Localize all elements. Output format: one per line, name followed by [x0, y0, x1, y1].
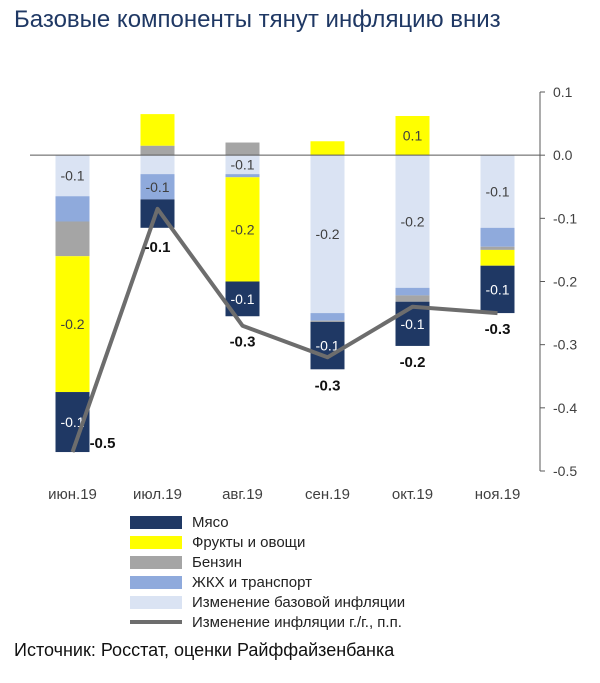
line-value-label: -0.3: [485, 321, 511, 338]
x-tick-label: авг.19: [222, 486, 263, 503]
bar-segment: [225, 142, 260, 156]
line-value-label: -0.5: [90, 435, 116, 452]
bar-value-label: -0.1: [485, 281, 509, 297]
legend-line-swatch: [130, 620, 182, 624]
legend-item: ЖКХ и транспорт: [130, 572, 405, 592]
bar-segment: [140, 145, 175, 156]
legend-label: Изменение базовой инфляции: [192, 593, 406, 611]
inflation-line: [70, 206, 498, 453]
bar-segment: [225, 174, 260, 178]
bar-value-label: -0.1: [485, 183, 509, 199]
bar-segment: [310, 313, 345, 321]
legend-item: Фрукты и овощи: [130, 532, 405, 552]
bar-segment: [395, 287, 430, 296]
y-tick-label: -0.4: [553, 400, 577, 416]
bar-segment: [225, 155, 260, 175]
bar-segment: [140, 155, 175, 175]
bar-segment: [395, 116, 430, 156]
bar-value-label: 0.1: [403, 128, 423, 144]
legend-item: Мясо: [130, 512, 405, 532]
legend-swatch: [130, 555, 182, 569]
bar-segment: [480, 265, 515, 314]
bar-segment: [310, 141, 345, 156]
bar-value-label: -0.2: [60, 316, 84, 332]
line-value-label: -0.3: [315, 377, 341, 394]
bar-segment: [310, 321, 345, 370]
line-value-label: -0.3: [230, 334, 256, 351]
legend-label: ЖКХ и транспорт: [192, 573, 312, 591]
bar-value-label: -0.1: [145, 179, 169, 195]
bar-segment: [55, 196, 90, 222]
bar-value-label: -0.1: [400, 316, 424, 332]
y-tick-label: 0.0: [553, 147, 573, 163]
bar-value-label: -0.2: [400, 213, 424, 229]
chart-title: Базовые компоненты тянут инфляцию вниз: [14, 6, 501, 33]
bar-segment: [480, 227, 515, 247]
bar-segment: [395, 155, 430, 288]
bar-segment: [140, 114, 175, 146]
chart-plot: -0.1-0.1-0.2-0.2-0.1-0.1-0.2-0.20.1-0.1-…: [30, 84, 577, 503]
bar-segment: [55, 221, 90, 257]
legend-swatch: [130, 535, 182, 549]
bar-segment: [480, 249, 515, 266]
chart-legend: Мясо Фрукты и овощи Бензин ЖКХ и транспорт И…: [130, 512, 405, 632]
x-tick-label: окт.19: [392, 486, 433, 503]
bar-segment: [55, 155, 90, 197]
bar-value-label: -0.1: [60, 168, 84, 184]
legend-item: Бензин: [130, 552, 405, 572]
bar-value-label: -0.1: [230, 291, 254, 307]
x-tick-label: ноя.19: [475, 486, 521, 503]
bar-value-label: -0.1: [230, 157, 254, 173]
bar-segment: [55, 256, 90, 393]
y-tick-label: -0.3: [553, 337, 577, 353]
x-tick-label: июн.19: [48, 486, 97, 503]
bar-segment: [310, 155, 345, 314]
y-tick-label: -0.2: [553, 274, 577, 290]
source-note: Источник: Росстат, оценки Райффайзенбанк…: [14, 640, 395, 660]
legend-label: Мясо: [192, 513, 229, 531]
line-value-label: -0.2: [400, 354, 426, 371]
y-tick-label: -0.5: [553, 463, 577, 479]
legend-label: Бензин: [192, 553, 243, 571]
legend-label: Фрукты и овощи: [192, 533, 306, 551]
legend-item: Изменение инфляции г./г., п.п.: [130, 612, 405, 632]
bar-value-label: -0.1: [60, 414, 84, 430]
bar-segment: [480, 246, 515, 250]
legend-label: Изменение инфляции г./г., п.п.: [192, 613, 402, 631]
bar-segment: [310, 320, 345, 322]
bar-value-label: -0.1: [315, 338, 339, 354]
bar-segment: [140, 174, 175, 200]
legend-swatch: [130, 595, 182, 609]
legend-item: Изменение базовой инфляции: [130, 592, 405, 612]
bar-segment: [225, 177, 260, 282]
y-tick-label: 0.1: [553, 84, 573, 100]
x-tick-label: сен.19: [305, 486, 350, 503]
y-tick-label: -0.1: [553, 210, 577, 226]
bar-segment: [480, 155, 515, 228]
x-tick-label: июл.19: [133, 486, 182, 503]
bar-value-label: -0.2: [315, 226, 339, 242]
bar-segment: [395, 295, 430, 302]
legend-swatch: [130, 515, 182, 529]
bar-value-label: -0.2: [230, 221, 254, 237]
legend-swatch: [130, 575, 182, 589]
line-value-label: -0.1: [145, 239, 171, 256]
